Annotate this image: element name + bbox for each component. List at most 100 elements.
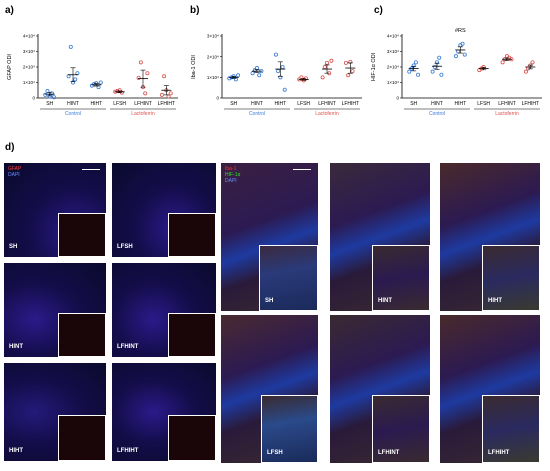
y-tick-label: 2×10⁴ [387,65,399,70]
x-tick-label: SH [410,101,417,107]
data-point [252,68,257,73]
micrograph-hint-iba1: HINT [330,163,430,311]
x-tick-label: HINT [431,101,443,107]
group-label: Lactoferrin [131,111,155,117]
micrograph-sh-iba1: Iba-1 HIF-1α DAPI SH [221,163,318,311]
data-point [145,71,150,76]
data-point [96,85,101,90]
y-tick-label: 2×10⁴ [23,65,35,70]
micrograph-inset [261,395,318,463]
panel-letter-d: d) [5,142,15,153]
group-label: Lactoferrin [495,111,519,117]
y-axis-label: GFAP ODI [7,54,13,80]
significance-annotation: #RS [455,28,466,34]
x-tick-label: SH [230,101,237,107]
data-point [52,95,57,100]
data-point [227,76,232,81]
y-tick-label: 1×10⁴ [207,75,219,80]
data-point [138,60,143,65]
tile-label: LFSH [267,450,283,456]
data-point [159,92,164,97]
data-point [49,91,54,96]
x-tick-label: LFHINT [318,101,336,107]
data-point [280,65,285,70]
data-point [343,60,348,65]
data-point [276,69,281,74]
micrograph-hiht-gfap: HIHT [4,363,106,461]
data-point [346,73,351,78]
x-tick-label: HINT [67,101,79,107]
tile-label: HIHT [9,448,23,454]
data-point [413,60,418,65]
micrograph-inset [482,395,540,463]
chart-gfap: GFAP ODI 0 1×10⁴ 2×10⁴ 3×10⁴ 4×10⁴ SH HINT HIHT L… [7,34,178,117]
x-tick-label: LFHINT [498,101,516,107]
data-point [350,69,355,74]
x-tick-label: LFHIHT [158,101,176,107]
data-point [143,91,148,96]
panel-letter-c: c) [374,5,383,16]
micrograph-inset [58,415,106,461]
data-point [233,77,238,82]
tile-label: LFSH [117,244,133,250]
data-point [530,60,535,65]
data-point [250,71,255,76]
data-point [324,60,329,65]
scale-bar [82,169,100,170]
y-tick-label: 3×10⁴ [387,49,399,54]
stain-label-hif1a: HIF-1α [225,172,241,178]
x-tick-label: HIHT [90,101,102,107]
y-tick-label: 0 [396,96,399,101]
x-tick-label: HIHT [454,101,466,107]
panel-letter-a: a) [5,5,14,16]
data-point [282,87,287,92]
chart-iba1: Iba-1 ODI 0 1×10⁴ 2×10⁴ 3×10⁴ SH HINT HIHT LFSH L… [191,34,362,117]
data-point [257,73,262,78]
y-axis-label: HIF-1α ODI [371,52,377,81]
data-point [407,69,412,74]
tile-label: LFHIHT [488,450,510,456]
group-label: Control [65,111,81,117]
y-tick-label: 2×10⁴ [207,54,219,59]
x-tick-label: LFHIHT [342,101,360,107]
micrograph-inset [168,213,216,257]
x-tick-label: HINT [251,101,263,107]
tile-label: LFHINT [117,344,139,350]
micrograph-lfhiht-gfap: LFHIHT [112,363,216,461]
micrograph-inset [168,415,216,461]
y-tick-label: 3×10⁴ [23,49,35,54]
micrograph-inset [168,313,216,357]
micrograph-inset [58,313,106,357]
data-point [166,94,171,99]
micrograph-lfhiht-iba1: LFHIHT [440,315,540,463]
y-tick-label: 0 [216,96,219,101]
stain-label-gfap: GFAP [8,166,22,172]
data-point [68,44,73,49]
y-tick-label: 0 [32,96,35,101]
y-tick-label: 1×10⁴ [387,80,399,85]
x-tick-label: LFSH [297,101,310,107]
scale-bar [293,169,311,170]
data-point [523,69,528,74]
tile-label: SH [9,244,18,250]
micrograph-inset [482,245,540,311]
group-label: Control [249,111,265,117]
group-label: Lactoferrin [315,111,339,117]
data-point [168,91,173,96]
x-tick-label: LFSH [477,101,490,107]
micrograph-hiht-iba1: HIHT [440,163,540,311]
data-point [45,89,50,94]
micrograph-inset [372,245,430,311]
data-point [329,58,334,63]
data-point [460,41,465,46]
tile-label: HINT [378,298,392,304]
micrograph-sh-gfap: GFAP DAPI SH [4,163,106,257]
data-point [299,75,304,80]
data-point [66,74,71,79]
data-point [322,65,327,70]
micrograph-hint-gfap: HINT [4,263,106,357]
x-tick-label: LFSH [113,101,126,107]
data-point [453,54,458,59]
data-point [500,60,505,65]
data-point [162,74,167,79]
